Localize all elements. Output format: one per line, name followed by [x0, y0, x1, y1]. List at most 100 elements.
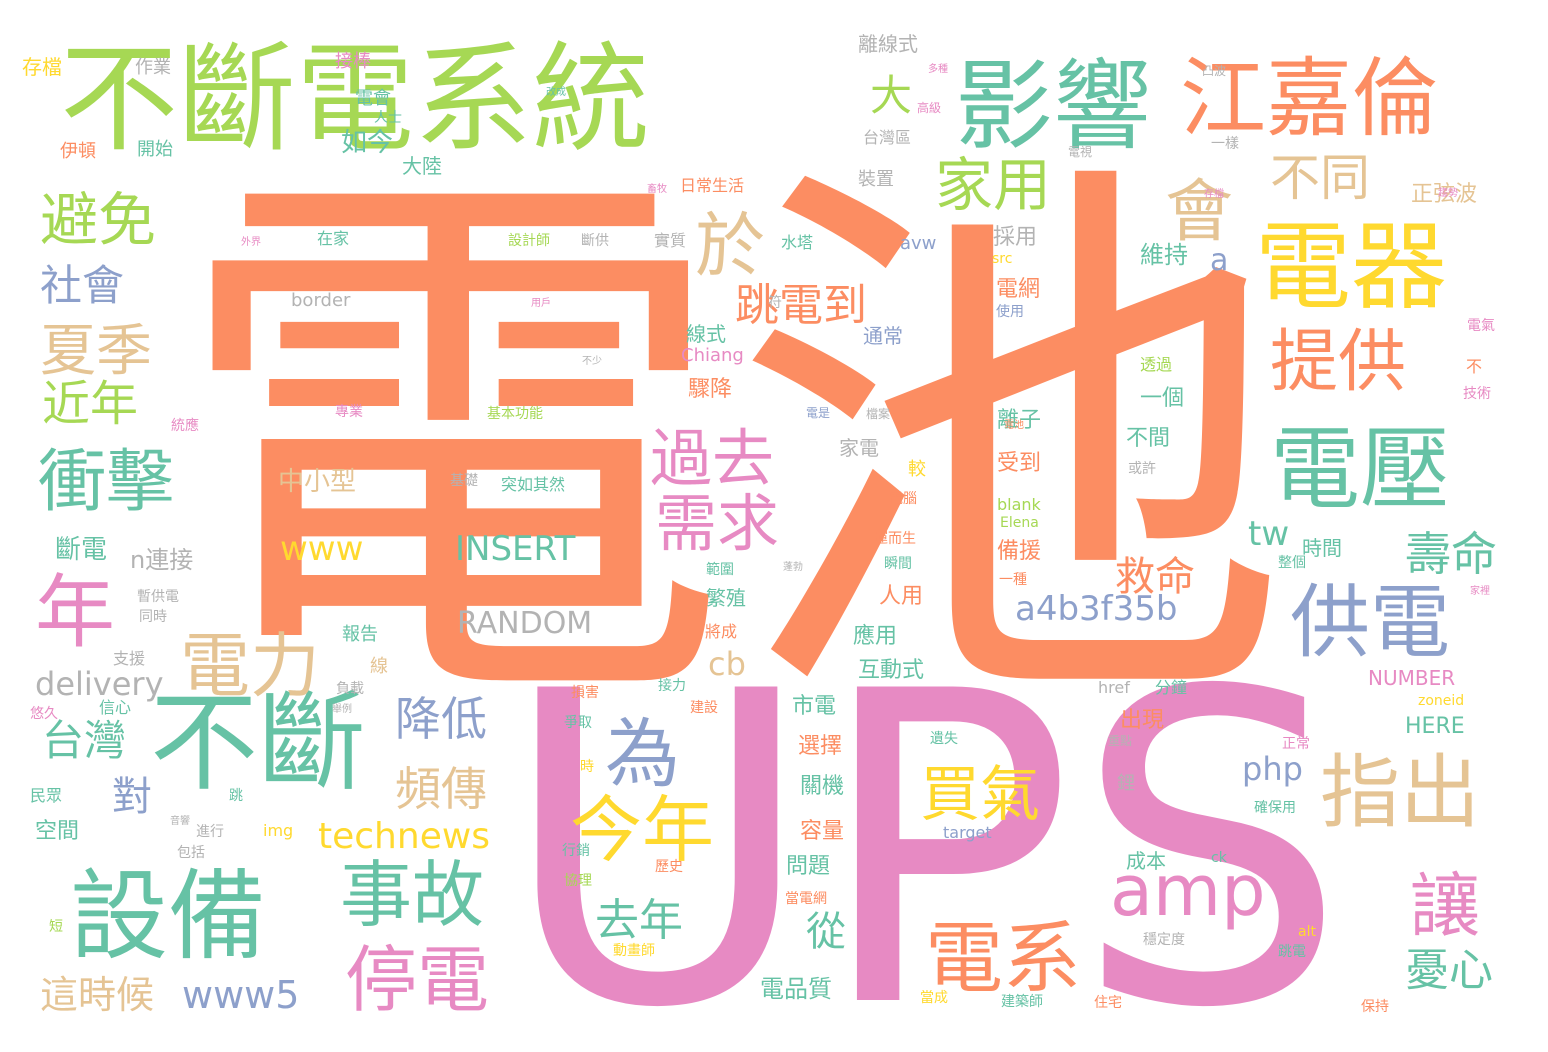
cloud-word: 高級	[917, 100, 941, 115]
cloud-word: 去年	[595, 895, 683, 946]
cloud-word: 跳電到	[735, 280, 867, 331]
cloud-word: ck	[1211, 850, 1228, 866]
cloud-word: 電網	[996, 277, 1040, 302]
cloud-word: 趨勢	[1438, 186, 1458, 199]
cloud-word: 影響	[955, 50, 1151, 164]
cloud-word: 今年	[570, 788, 714, 872]
cloud-word: Chiang	[681, 345, 744, 366]
cloud-word: avw	[900, 233, 936, 254]
cloud-word: 一種	[999, 572, 1027, 588]
cloud-word: 維持	[1140, 241, 1188, 269]
cloud-word: src	[992, 251, 1012, 267]
cloud-word: 統應	[171, 417, 199, 434]
cloud-word: 台灣	[42, 716, 126, 765]
cloud-word: 線	[370, 656, 388, 677]
cloud-word: 開始	[137, 139, 173, 160]
cloud-word: 接力	[658, 677, 686, 694]
cloud-word: 壽命	[1405, 527, 1497, 581]
cloud-word: 斷電	[55, 535, 107, 565]
cloud-word: 電會	[355, 88, 391, 109]
cloud-word: 當電網	[785, 891, 827, 907]
cloud-word: 近年	[42, 376, 138, 432]
cloud-word: 救命	[1115, 554, 1195, 600]
cloud-word: Elena	[1000, 515, 1039, 531]
cloud-word: tw	[1248, 514, 1289, 554]
cloud-word: 指出	[1320, 746, 1480, 839]
cloud-word: 透過	[1140, 355, 1172, 374]
cloud-word: 運而生	[874, 531, 916, 547]
cloud-word: 衝擊	[38, 443, 174, 522]
cloud-word: 設計師	[508, 233, 550, 249]
cloud-word: 不少	[582, 355, 602, 367]
cloud-word: 年	[35, 566, 115, 659]
cloud-word: 建設	[690, 700, 718, 716]
cloud-word: 較	[908, 459, 926, 480]
cloud-word: 成本	[1126, 849, 1166, 873]
cloud-word: 電池	[170, 121, 1290, 773]
cloud-word: a	[1210, 243, 1228, 278]
cloud-word: n連接	[130, 546, 193, 574]
cloud-word: 支援	[113, 649, 145, 668]
cloud-word: 基本功能	[487, 405, 543, 422]
cloud-word: UPS	[500, 602, 1347, 1052]
cloud-word: 住宅	[1094, 995, 1122, 1011]
cloud-word: 出現	[1120, 708, 1164, 733]
cloud-word: HERE	[1405, 714, 1465, 739]
cloud-word: 通常	[863, 324, 903, 348]
cloud-word: 悠久	[30, 706, 58, 722]
cloud-word: 問題	[786, 854, 830, 879]
cloud-word: 電器	[1255, 211, 1447, 323]
cloud-word: 家電	[839, 436, 879, 460]
cloud-word: 凸波	[1202, 64, 1226, 78]
cloud-word: 對	[112, 774, 152, 820]
cloud-word: 音響	[170, 814, 190, 827]
cloud-word: RANDOM	[457, 606, 592, 641]
cloud-word: 歷史	[655, 859, 683, 875]
cloud-word: 從	[806, 909, 846, 955]
cloud-word: 動畫師	[613, 943, 655, 959]
cloud-word: 一個	[1140, 386, 1184, 411]
cloud-word: 應用	[853, 623, 897, 649]
cloud-word: 電力	[180, 625, 320, 707]
cloud-word: 分鐘	[1155, 678, 1187, 697]
cloud-word: 跳	[229, 788, 243, 804]
cloud-word: 不同	[1270, 149, 1370, 207]
cloud-word: 台灣區	[863, 128, 911, 147]
cloud-word: 線式	[686, 322, 726, 346]
cloud-word: 市電	[792, 694, 836, 719]
cloud-word: 重點	[1108, 734, 1132, 748]
cloud-word: 設備	[70, 860, 266, 974]
cloud-word: 損害	[571, 685, 599, 701]
cloud-word: 檔案	[866, 406, 890, 421]
cloud-word: www5	[182, 973, 299, 1017]
cloud-word: 需求	[655, 487, 779, 560]
cloud-word: 範圍	[706, 561, 734, 578]
cloud-word: INSERT	[455, 529, 576, 569]
cloud-word: 鋰	[1117, 773, 1135, 794]
cloud-word: 過去	[650, 422, 774, 495]
cloud-word: blank	[997, 495, 1042, 514]
cloud-word: 接棒	[335, 51, 371, 72]
cloud-word: 讓	[1410, 865, 1480, 947]
cloud-word: img	[263, 821, 293, 840]
cloud-word: php	[1242, 750, 1303, 788]
cloud-word: 大陸	[402, 154, 442, 178]
cloud-word: 協理	[564, 873, 592, 889]
cloud-word: 符	[768, 295, 782, 311]
cloud-word: 中小型	[278, 467, 356, 497]
cloud-word: 一樣	[1211, 135, 1239, 152]
cloud-word: 關機	[800, 774, 844, 799]
cloud-word: 使用	[996, 303, 1024, 320]
cloud-word: 頻傳	[395, 762, 487, 816]
cloud-word: cb	[708, 645, 746, 683]
cloud-word: 時間	[1302, 536, 1342, 560]
cloud-word: 暫供電	[137, 589, 179, 605]
cloud-word: 於	[695, 205, 765, 287]
cloud-word: 電品質	[760, 975, 832, 1003]
cloud-word: 大	[870, 71, 912, 120]
cloud-word: 如今	[341, 128, 393, 158]
cloud-word: 民眾	[30, 786, 62, 805]
cloud-word: 不斷電系統	[60, 30, 650, 168]
